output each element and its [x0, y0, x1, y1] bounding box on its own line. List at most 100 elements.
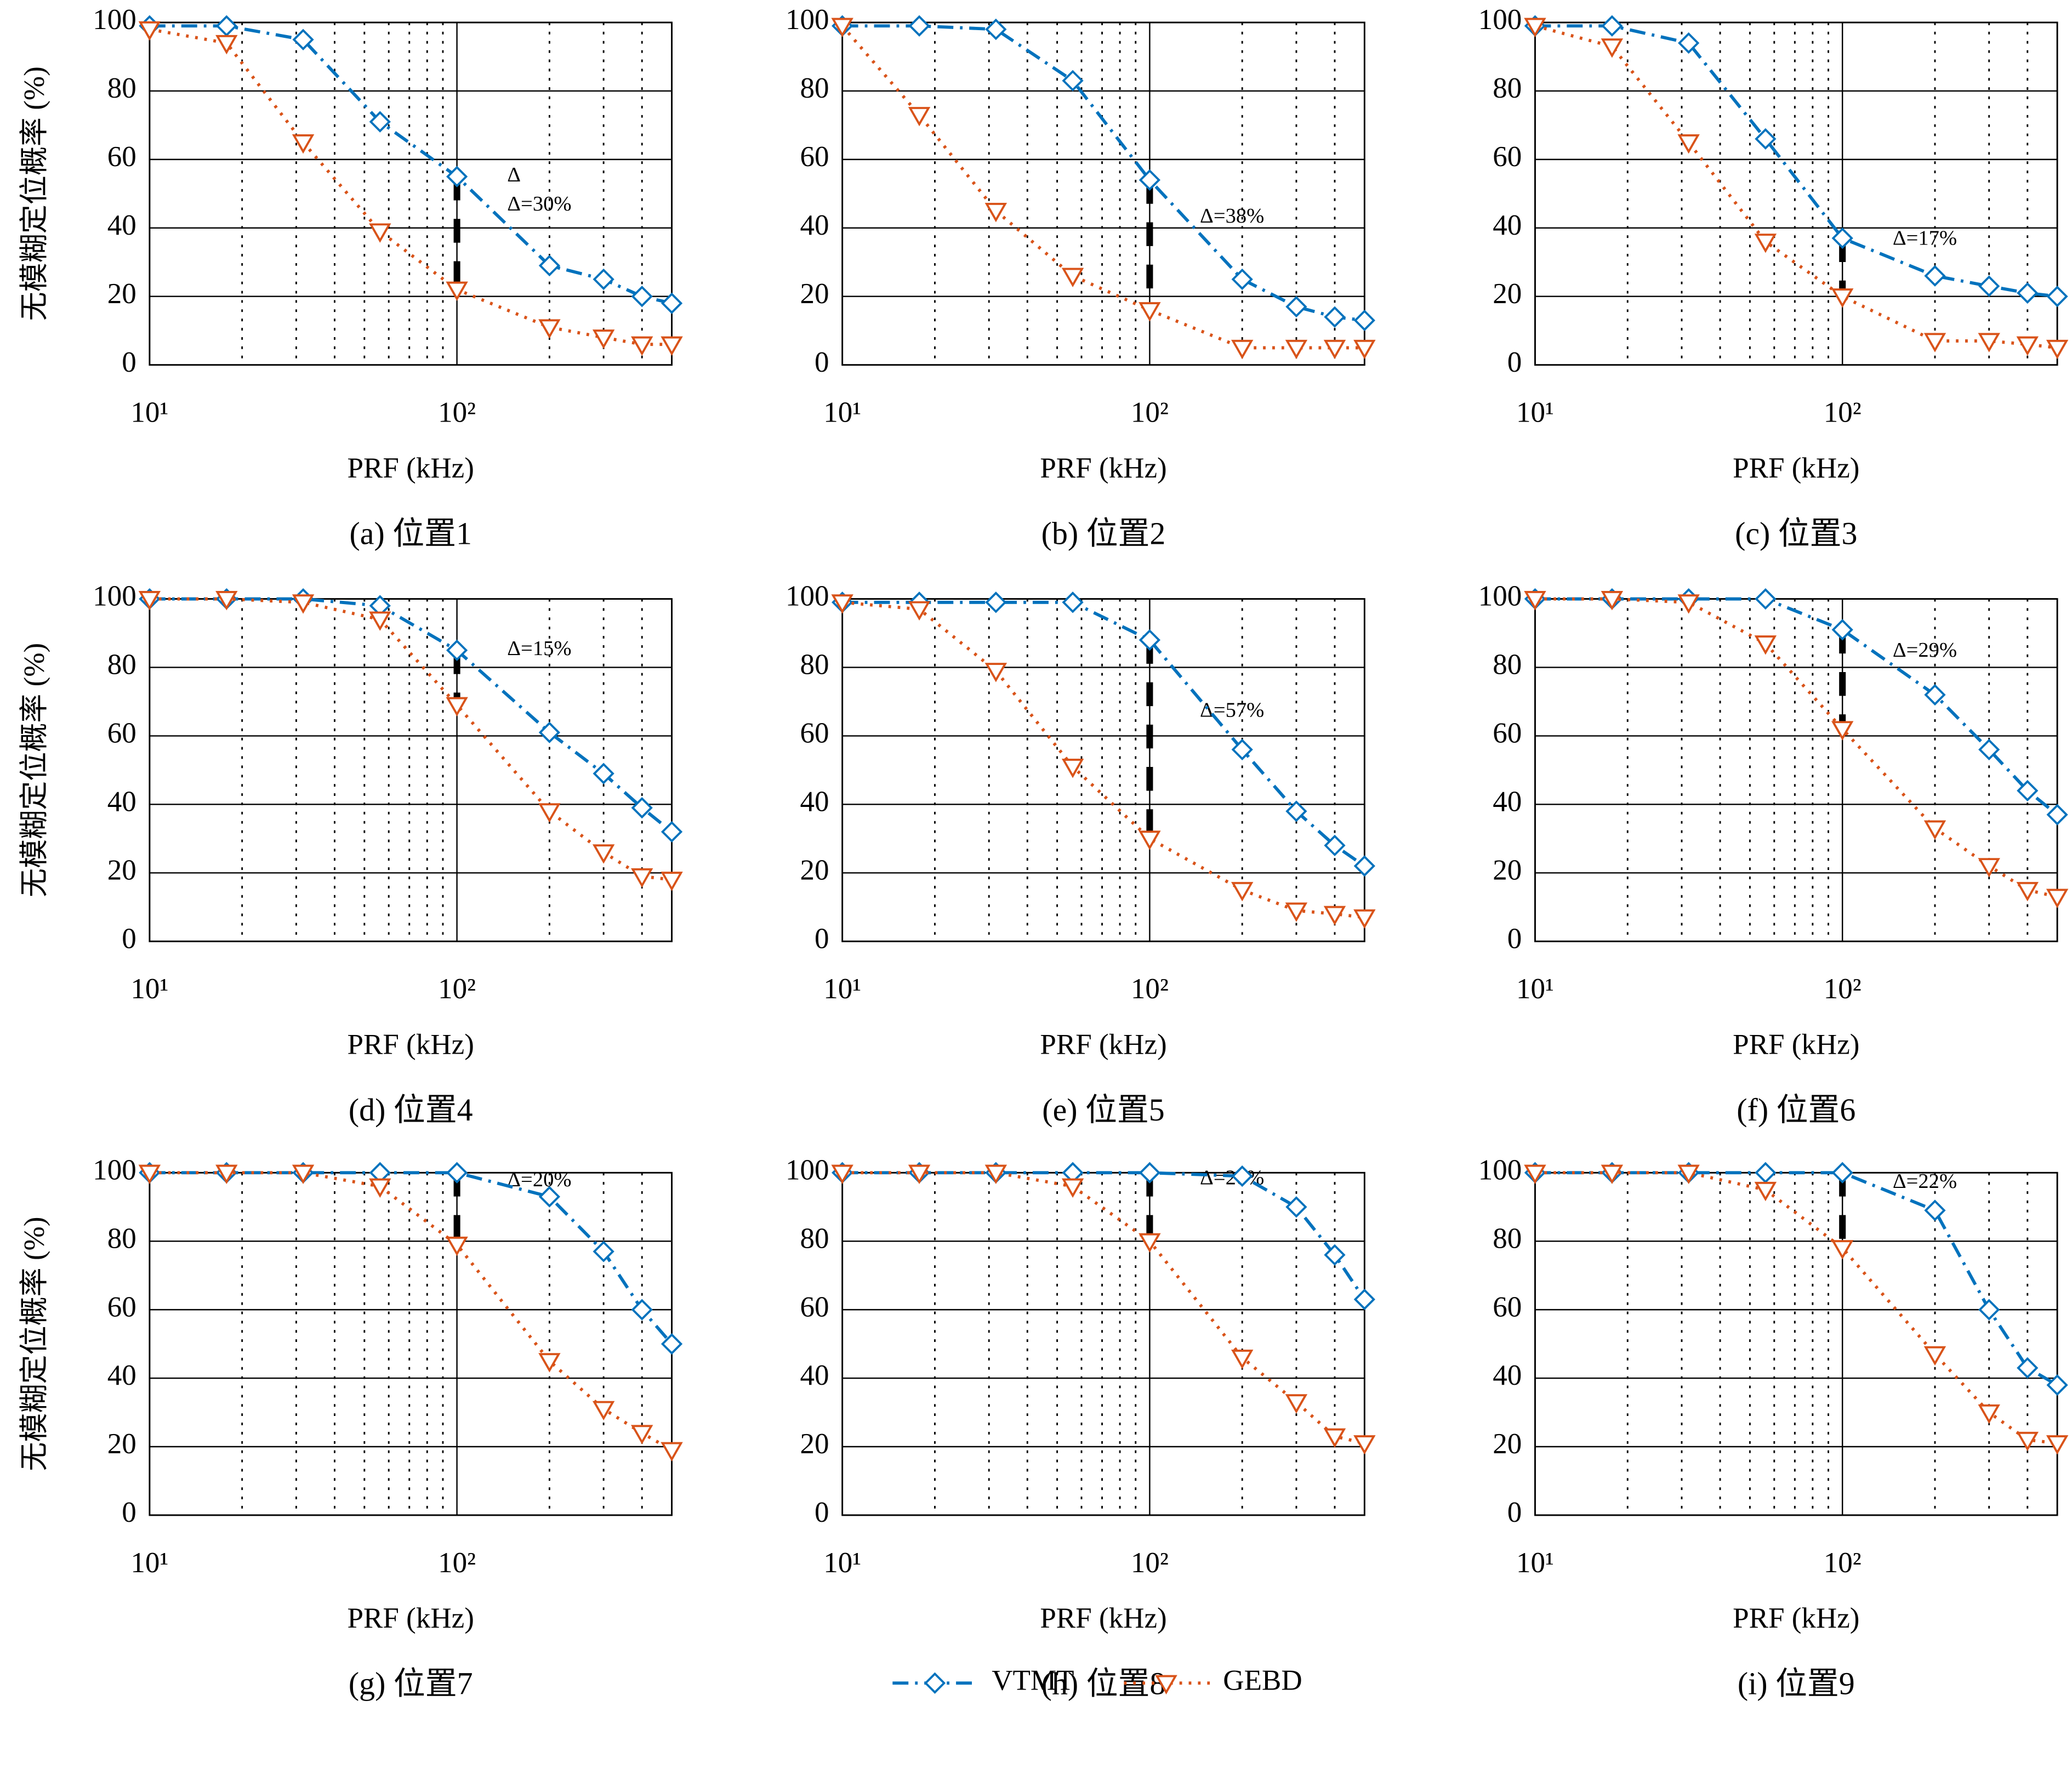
subplot: 0 20 40 60 80 100 10¹ 10² PRF (kHz) (b) 位置2 Δ=38% [785, 4, 1376, 551]
y-tick-label: 80 [107, 72, 136, 104]
y-tick-label: 0 [1507, 1497, 1522, 1528]
x-tick-label: 10¹ [1516, 973, 1554, 1005]
series-line [149, 597, 672, 881]
marker [1601, 1164, 1624, 1185]
annotation: Δ [507, 163, 521, 186]
y-tick-label: 60 [1493, 718, 1522, 749]
marker [1924, 1199, 1946, 1221]
y-tick-label: 40 [800, 1360, 829, 1391]
marker [1601, 38, 1624, 58]
x-tick-label: 10² [1824, 1547, 1862, 1579]
x-tick-label: 10² [1824, 396, 1862, 428]
marker [593, 268, 614, 291]
marker [631, 286, 653, 308]
marker [1353, 1288, 1375, 1311]
y-tick-label: 0 [815, 346, 829, 378]
y-tick-label: 60 [1493, 1291, 1522, 1323]
y-tick-label: 20 [1493, 278, 1522, 310]
y-tick-label: 60 [800, 141, 829, 173]
marker [1923, 333, 1946, 352]
marker [2046, 1374, 2068, 1396]
marker [1601, 590, 1624, 611]
marker [1139, 629, 1161, 651]
caption: (i) 位置9 [1738, 1666, 1855, 1702]
y-tick-label: 20 [107, 278, 136, 310]
marker [661, 821, 683, 843]
legend-label: GEBD [1223, 1664, 1302, 1696]
marker [292, 594, 315, 614]
marker [1139, 831, 1161, 850]
marker [1231, 339, 1254, 360]
marker [661, 1442, 683, 1462]
annotation: Δ=17% [1893, 227, 1957, 250]
marker [661, 292, 683, 314]
marker [538, 254, 561, 277]
marker [1061, 759, 1084, 778]
marker [1831, 721, 1854, 741]
x-tick-label: 10² [438, 973, 476, 1005]
marker [1754, 635, 1777, 655]
x-tick-label: 10¹ [1516, 396, 1554, 428]
y-tick-label: 80 [800, 649, 829, 681]
marker [1924, 265, 1946, 287]
y-tick-label: 80 [107, 1222, 136, 1254]
y-tick-label: 40 [1493, 209, 1522, 241]
y-tick-label: 100 [93, 4, 136, 36]
series-line [842, 1171, 1366, 1301]
y-tick-label: 0 [122, 923, 136, 954]
series-line [841, 25, 1365, 350]
marker [908, 15, 930, 37]
marker [2046, 339, 2069, 360]
marker [1323, 1428, 1346, 1448]
marker [1831, 288, 1854, 308]
marker [446, 166, 468, 187]
y-tick-label: 60 [107, 718, 136, 749]
annotation: Δ=22% [1893, 1170, 1957, 1193]
marker [1831, 619, 1853, 641]
marker [1323, 339, 1346, 360]
marker [593, 1241, 614, 1262]
x-tick-label: 10² [438, 396, 476, 428]
series-line [1535, 1171, 2058, 1445]
series-line [149, 27, 672, 346]
caption: (f) 位置6 [1737, 1092, 1855, 1128]
marker [1353, 1435, 1376, 1455]
y-tick-label: 80 [800, 1222, 829, 1254]
x-axis-label: PRF (kHz) [348, 452, 474, 484]
marker [1061, 1178, 1084, 1198]
x-axis-label: PRF (kHz) [1040, 1602, 1166, 1634]
series-line [842, 600, 1365, 919]
y-tick-label: 40 [800, 209, 829, 241]
marker [1923, 820, 1946, 840]
subplot: 0 20 40 60 80 100 10¹ 10² PRF (kHz) 无模糊定位概率 (%) (a… [19, 4, 683, 551]
marker [1139, 1162, 1161, 1184]
plot-frame [1534, 1171, 2058, 1516]
annotation: Δ=38% [1200, 204, 1264, 227]
marker [593, 763, 614, 784]
x-axis-label: PRF (kHz) [348, 1028, 474, 1060]
marker [661, 1333, 683, 1355]
marker [446, 1236, 468, 1256]
x-tick-label: 10² [438, 1547, 476, 1579]
y-axis-label: 无模糊定位概率 (%) [19, 66, 50, 321]
annotation: Δ=20% [507, 1168, 571, 1191]
y-tick-label: 100 [1478, 1154, 1522, 1186]
marker [138, 590, 161, 611]
caption: (c) 位置3 [1735, 515, 1857, 551]
marker [831, 1164, 853, 1185]
marker [1831, 1162, 1853, 1184]
marker [984, 202, 1007, 223]
marker [538, 721, 561, 743]
y-tick-label: 100 [785, 1154, 829, 1186]
marker [2017, 1357, 2039, 1379]
marker [2017, 780, 2039, 801]
x-tick-label: 10² [1131, 973, 1169, 1005]
marker [1677, 594, 1700, 614]
series-line [1534, 24, 2058, 350]
y-tick-label: 40 [1493, 1360, 1522, 1391]
y-tick-label: 0 [815, 1497, 829, 1528]
y-tick-label: 100 [785, 581, 829, 612]
marker [138, 21, 161, 41]
marker [446, 697, 468, 716]
x-tick-label: 10¹ [823, 973, 861, 1005]
